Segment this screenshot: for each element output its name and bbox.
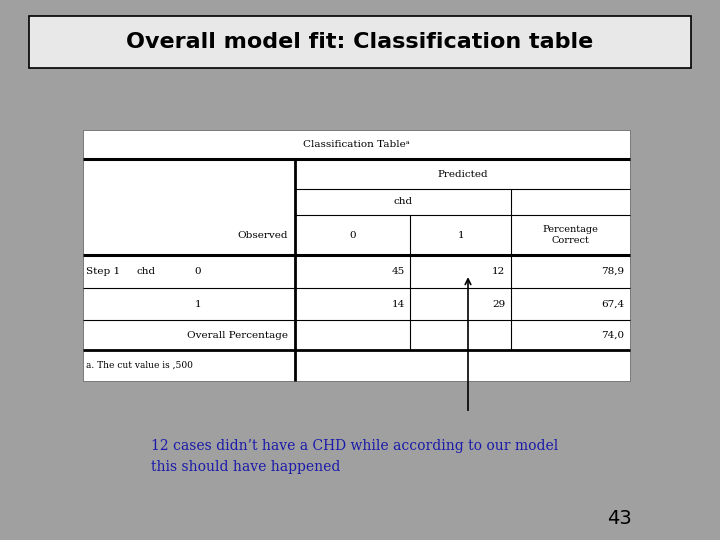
Text: Overall Percentage: Overall Percentage <box>187 330 288 340</box>
Text: 43: 43 <box>607 509 631 528</box>
Text: Classification Tableᵃ: Classification Tableᵃ <box>303 140 410 149</box>
Text: Predicted: Predicted <box>437 170 488 179</box>
Text: 0: 0 <box>194 267 201 276</box>
Text: 12: 12 <box>492 267 505 276</box>
Text: chd: chd <box>137 267 156 276</box>
Text: 74,0: 74,0 <box>601 330 624 340</box>
Text: 29: 29 <box>492 300 505 308</box>
Text: 12 cases didn’t have a CHD while according to our model
this should have happene: 12 cases didn’t have a CHD while accordi… <box>151 439 559 474</box>
FancyBboxPatch shape <box>83 130 630 381</box>
Text: chd: chd <box>394 198 413 206</box>
Text: Step 1: Step 1 <box>86 267 120 276</box>
Text: 45: 45 <box>392 267 405 276</box>
Text: 1: 1 <box>457 231 464 240</box>
Text: 1: 1 <box>194 300 201 308</box>
Text: 67,4: 67,4 <box>601 300 624 308</box>
Text: Percentage
Correct: Percentage Correct <box>543 226 598 245</box>
Text: Overall model fit: Classification table: Overall model fit: Classification table <box>127 32 593 52</box>
Text: Observed: Observed <box>238 231 288 240</box>
Text: 14: 14 <box>392 300 405 308</box>
Text: 0: 0 <box>349 231 356 240</box>
FancyBboxPatch shape <box>29 16 691 68</box>
Text: 78,9: 78,9 <box>601 267 624 276</box>
Text: a. The cut value is ,500: a. The cut value is ,500 <box>86 361 193 370</box>
